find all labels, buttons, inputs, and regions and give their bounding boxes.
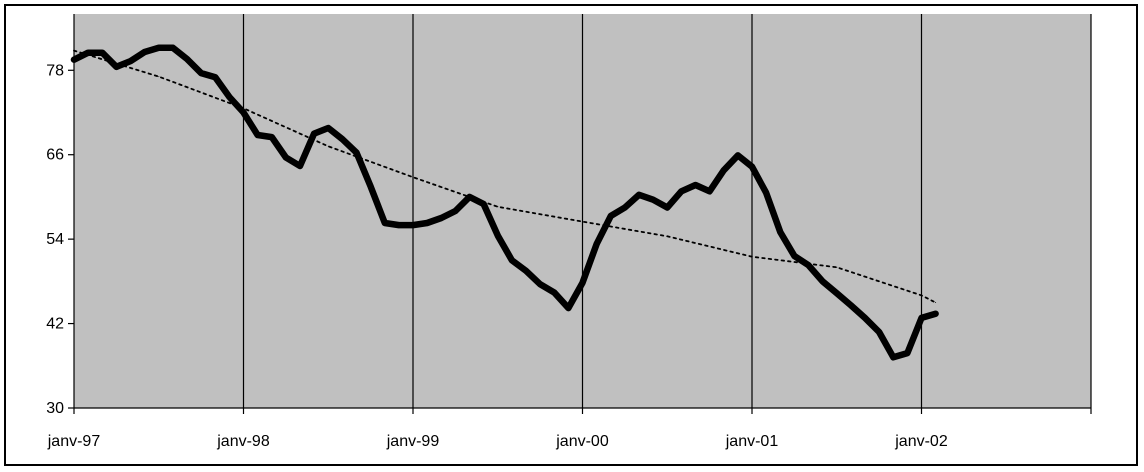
series-point — [483, 203, 485, 205]
series-point — [793, 255, 796, 257]
series-point — [299, 165, 301, 167]
trend-point — [751, 256, 753, 258]
series-point — [694, 184, 697, 186]
trend-point — [935, 302, 937, 303]
series-point — [115, 66, 117, 68]
series-point — [624, 206, 626, 209]
x-tick-label: janv-00 — [555, 433, 609, 450]
trend-point — [412, 176, 414, 178]
series-point — [144, 51, 146, 53]
series-point — [864, 317, 866, 319]
series-point — [384, 222, 386, 224]
trend-point — [836, 266, 838, 268]
x-tick-label: janv-99 — [386, 433, 440, 450]
series-point — [73, 59, 75, 61]
series-point — [426, 222, 428, 224]
series-point — [638, 194, 640, 196]
trend-point — [73, 50, 75, 52]
series-point — [285, 156, 287, 159]
y-tick-label: 78 — [46, 62, 64, 79]
series-point — [398, 224, 400, 226]
series-point — [836, 292, 838, 294]
series-point — [850, 304, 852, 306]
series-point — [709, 190, 711, 192]
series-point — [200, 72, 202, 74]
series-point — [355, 152, 358, 154]
y-tick-label: 54 — [46, 231, 64, 248]
series-point — [596, 243, 598, 245]
series-point — [172, 47, 174, 49]
trend-line — [73, 49, 937, 304]
series-point — [511, 259, 513, 261]
series-point — [525, 270, 527, 272]
series-point — [214, 76, 216, 78]
series-point — [906, 352, 909, 354]
series-point — [920, 317, 923, 319]
trend-point — [582, 221, 583, 223]
x-tick-label: janv-02 — [894, 433, 948, 450]
series-point — [497, 235, 499, 237]
series-point — [327, 127, 329, 129]
series-point — [822, 280, 824, 282]
series-point — [878, 331, 880, 333]
series-point — [186, 58, 188, 60]
series-point — [935, 313, 937, 315]
y-tick-label: 66 — [46, 147, 64, 164]
series-point — [101, 52, 103, 54]
x-tick-label: janv-98 — [216, 433, 270, 450]
series-point — [737, 154, 739, 156]
series-point — [341, 138, 343, 140]
series-point — [257, 134, 259, 136]
trend-point — [158, 76, 160, 78]
series-point — [271, 136, 273, 138]
series-point — [892, 356, 894, 358]
series-point — [751, 166, 753, 168]
series-point — [779, 231, 781, 233]
series-point — [87, 52, 89, 54]
series-point — [313, 133, 315, 135]
series-line — [70, 44, 939, 361]
series-point — [539, 283, 541, 285]
series-point — [666, 206, 668, 209]
series-point — [553, 292, 555, 294]
trend-point — [497, 206, 499, 208]
trend-point — [327, 145, 329, 147]
series-point — [370, 185, 372, 187]
series-point — [129, 60, 132, 62]
series-point — [680, 190, 683, 192]
series-point — [807, 264, 810, 266]
series-point — [228, 96, 230, 98]
x-tick-label: janv-01 — [725, 433, 779, 450]
series-point — [440, 217, 442, 219]
series-point — [723, 169, 725, 171]
trend-point — [921, 294, 922, 296]
series-point — [454, 210, 456, 212]
y-tick-label: 30 — [46, 400, 64, 417]
y-tick-label: 42 — [46, 316, 64, 333]
series-point — [581, 282, 584, 284]
x-tick-label: janv-97 — [47, 433, 101, 450]
series-point — [412, 224, 414, 226]
series-point — [567, 307, 570, 309]
series-point — [652, 199, 654, 201]
series-point — [242, 111, 245, 114]
trend-point — [666, 235, 668, 237]
series-point — [158, 47, 160, 49]
series-point — [765, 192, 767, 194]
series-point — [610, 215, 612, 217]
trend-point — [243, 107, 244, 109]
